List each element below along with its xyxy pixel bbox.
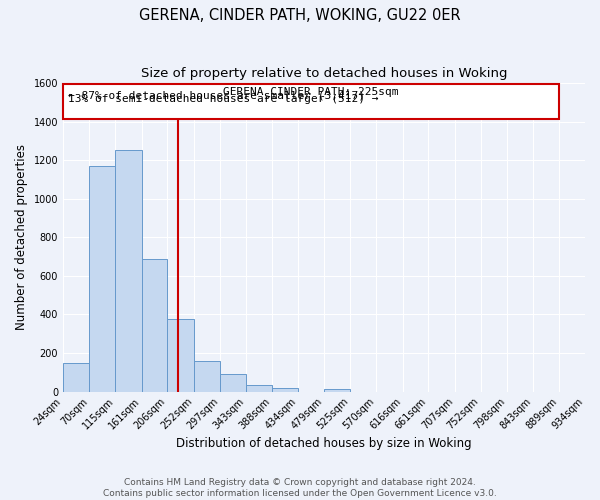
Bar xyxy=(167,320,194,392)
Bar xyxy=(246,385,272,392)
Text: GERENA CINDER PATH: 225sqm: GERENA CINDER PATH: 225sqm xyxy=(223,86,399,97)
Text: ← 87% of detached houses are smaller (3,417): ← 87% of detached houses are smaller (3,… xyxy=(68,90,365,101)
Text: GERENA, CINDER PATH, WOKING, GU22 0ER: GERENA, CINDER PATH, WOKING, GU22 0ER xyxy=(139,8,461,22)
Bar xyxy=(89,166,115,392)
Text: 13% of semi-detached houses are larger (512) →: 13% of semi-detached houses are larger (… xyxy=(68,94,378,104)
X-axis label: Distribution of detached houses by size in Woking: Distribution of detached houses by size … xyxy=(176,437,472,450)
Y-axis label: Number of detached properties: Number of detached properties xyxy=(15,144,28,330)
Bar xyxy=(324,388,350,392)
Text: Contains HM Land Registry data © Crown copyright and database right 2024.
Contai: Contains HM Land Registry data © Crown c… xyxy=(103,478,497,498)
Bar xyxy=(142,260,167,392)
Title: Size of property relative to detached houses in Woking: Size of property relative to detached ho… xyxy=(141,68,507,80)
Bar xyxy=(115,150,142,392)
Bar xyxy=(63,362,89,392)
Bar xyxy=(220,374,246,392)
Bar xyxy=(272,388,298,392)
Bar xyxy=(194,360,220,392)
FancyBboxPatch shape xyxy=(63,84,559,118)
